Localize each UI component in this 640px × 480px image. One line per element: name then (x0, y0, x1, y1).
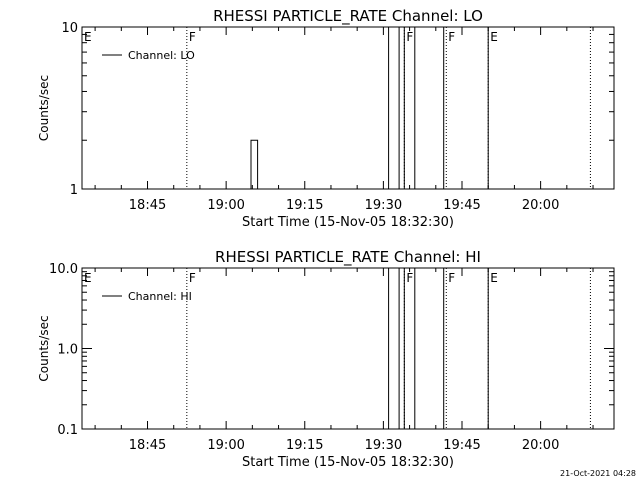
x-axis-label: Start Time (15-Nov-05 18:32:30) (242, 455, 454, 470)
chart-panel-1 (81, 267, 615, 430)
y-tick-label: 10.0 (49, 262, 78, 277)
x-tick-label: 20:00 (522, 198, 559, 213)
event-marker-label: E (84, 271, 92, 285)
x-tick-label: 19:00 (207, 438, 244, 453)
series-line-0 (82, 267, 614, 430)
x-tick-label: 18:45 (129, 438, 166, 453)
x-tick-label: 20:00 (522, 438, 559, 453)
event-marker-label: E (84, 30, 92, 44)
event-marker-label: F (189, 271, 196, 285)
y-tick-label: 1.0 (57, 343, 78, 358)
y-tick-label: 0.1 (57, 423, 78, 438)
x-tick-label: 19:30 (365, 438, 402, 453)
event-marker-label: E (490, 30, 498, 44)
y-tick-label: 10 (61, 21, 78, 36)
x-tick-label: 19:45 (443, 438, 480, 453)
event-marker-label: F (448, 30, 455, 44)
event-marker-label: E (490, 271, 498, 285)
x-tick-label: 19:15 (286, 198, 323, 213)
event-marker-label: F (189, 30, 196, 44)
legend-label: Channel: HI (128, 290, 192, 303)
x-tick-label: 19:45 (443, 198, 480, 213)
y-axis-label: Counts/sec (37, 315, 51, 381)
x-tick-label: 18:45 (129, 198, 166, 213)
event-marker-label: F (448, 271, 455, 285)
y-axis-label: Counts/sec (37, 75, 51, 141)
legend-label: Channel: LO (128, 49, 195, 62)
footer-timestamp: 21-Oct-2021 04:28 (560, 469, 636, 478)
event-marker-label: F (406, 30, 413, 44)
x-tick-label: 19:00 (207, 198, 244, 213)
x-axis-label: Start Time (15-Nov-05 18:32:30) (242, 215, 454, 230)
x-tick-label: 19:15 (286, 438, 323, 453)
y-tick-label: 1 (70, 183, 78, 198)
chart-panel-0 (81, 26, 615, 190)
chart-title: RHESSI PARTICLE_RATE Channel: HI (215, 248, 481, 267)
x-tick-label: 19:30 (365, 198, 402, 213)
series-line-0 (82, 26, 614, 190)
chart-title: RHESSI PARTICLE_RATE Channel: LO (213, 7, 483, 26)
event-marker-label: F (406, 271, 413, 285)
